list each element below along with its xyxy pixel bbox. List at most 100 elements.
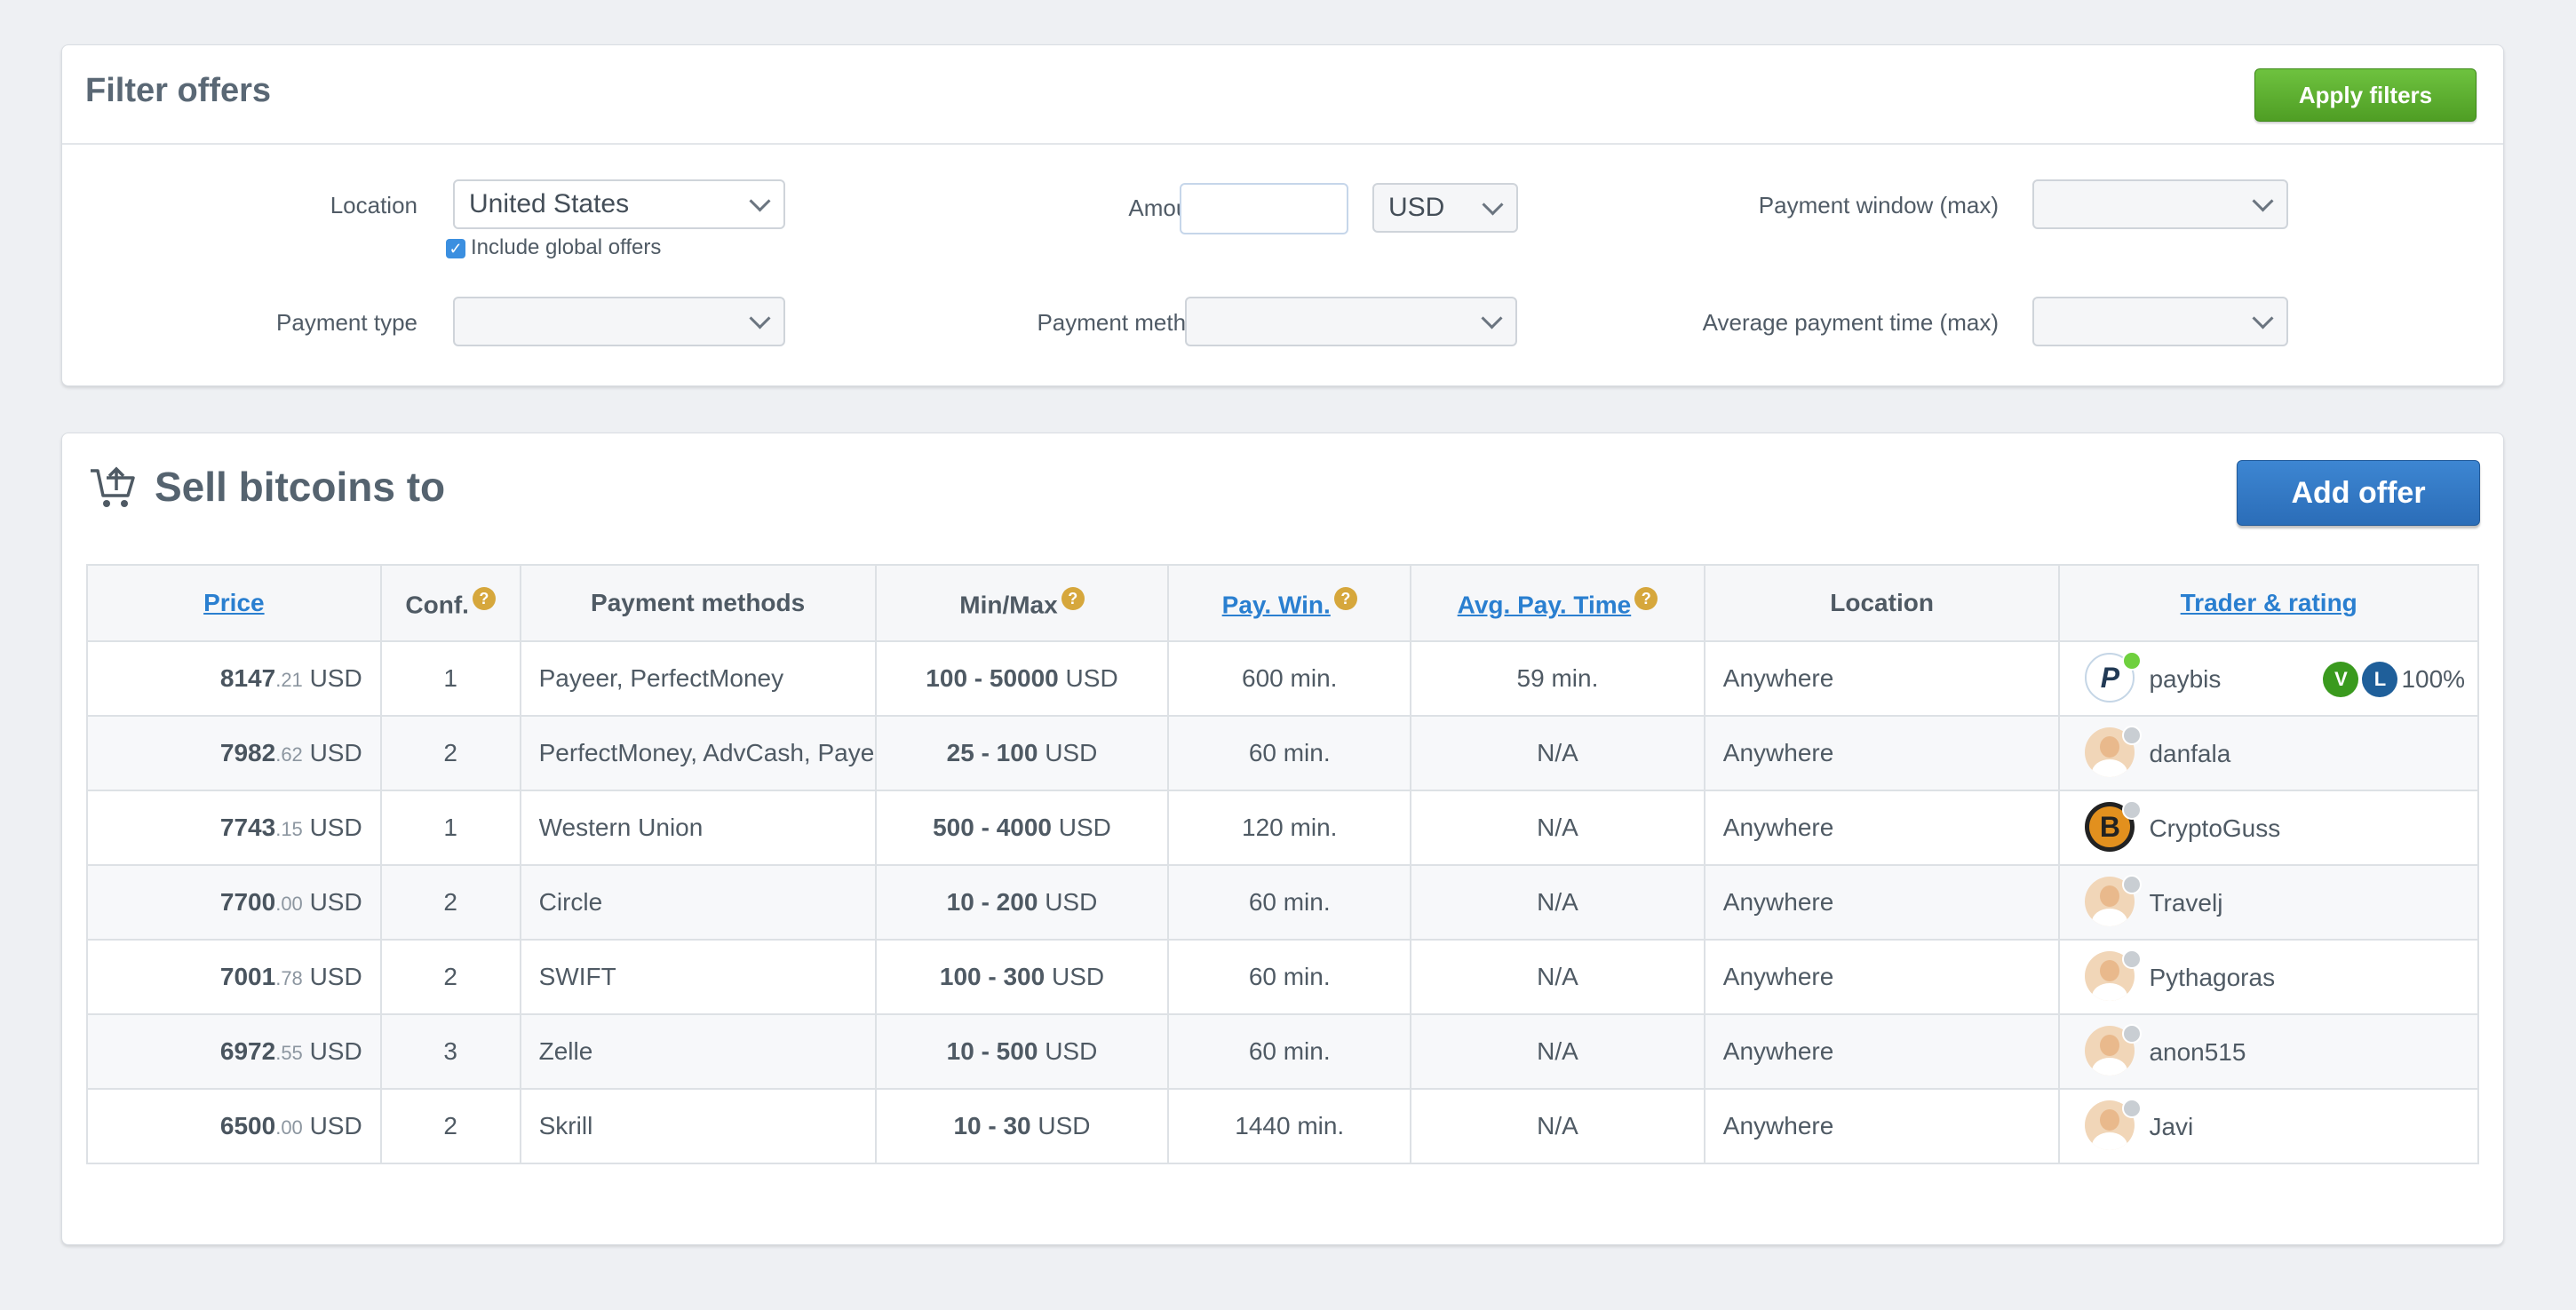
shopping-cart-upload-icon	[89, 465, 137, 514]
avg-pay-time-cell: N/A	[1410, 939, 1705, 1015]
include-global-label: Include global offers	[471, 235, 662, 259]
filter-title: Filter offers	[85, 72, 272, 109]
offline-status-dot	[2122, 1024, 2143, 1044]
price-cell: 6972.55 USD	[86, 1013, 382, 1090]
table-row[interactable]: 6972.55 USD 3 Zelle 10 - 500 USD 60 min.…	[86, 1013, 2479, 1090]
payment-methods-cell: PerfectMoney, AdvCash, Payeer	[519, 715, 877, 791]
payment-type-select[interactable]	[453, 297, 785, 346]
currency-select[interactable]: USD	[1372, 183, 1518, 233]
payment-methods-cell: Skrill	[519, 1088, 877, 1164]
minmax-cell: 10 - 200 USD	[874, 864, 1170, 941]
location-select[interactable]: United States	[453, 179, 785, 229]
payment-methods-cell: Payeer, PerfectMoney	[519, 640, 877, 717]
payment-method-select[interactable]	[1185, 297, 1517, 346]
filter-offers-panel: Filter offers Apply filters Location Uni…	[61, 44, 2504, 386]
payment-method-label: Payment method	[1037, 309, 1212, 336]
chevron-down-icon	[749, 190, 771, 212]
currency-value: USD	[1388, 193, 1445, 222]
trader-rating: 100%	[2401, 665, 2466, 693]
table-row[interactable]: 6500.00 USD 2 Skrill 10 - 30 USD 1440 mi…	[86, 1088, 2479, 1164]
chevron-down-icon	[1482, 194, 1504, 216]
help-icon[interactable]: ?	[1061, 586, 1085, 610]
payment-methods-cell: SWIFT	[519, 939, 877, 1015]
pay-win-cell: 600 min.	[1167, 640, 1412, 717]
payment-window-select[interactable]	[2032, 179, 2288, 229]
avg-pay-time-cell: N/A	[1410, 1013, 1705, 1090]
col-minmax: Min/Max?	[874, 564, 1170, 642]
col-avg-pay-time[interactable]: Avg. Pay. Time?	[1410, 564, 1705, 642]
avg-pay-time-cell: 59 min.	[1410, 640, 1705, 717]
offline-status-dot	[2122, 875, 2143, 894]
trader-cell[interactable]: danfala	[2058, 715, 2479, 791]
minmax-cell: 10 - 500 USD	[874, 1013, 1170, 1090]
amount-input[interactable]	[1180, 183, 1348, 234]
col-payment-methods: Payment methods	[519, 564, 877, 642]
trader-name[interactable]: danfala	[2149, 740, 2231, 767]
filter-header: Filter offers Apply filters	[62, 45, 2503, 145]
trader-name[interactable]: Travelj	[2149, 889, 2223, 917]
avg-pay-time-cell: N/A	[1410, 864, 1705, 941]
help-icon[interactable]: ?	[1333, 586, 1357, 610]
trader-cell[interactable]: Javi	[2058, 1088, 2479, 1164]
trader-name[interactable]: paybis	[2149, 665, 2222, 693]
trader-cell[interactable]: anon515	[2058, 1013, 2479, 1090]
location-cell: Anywhere	[1703, 939, 2061, 1015]
avatar	[2085, 727, 2135, 777]
offline-status-dot	[2122, 1099, 2143, 1118]
avg-payment-time-select[interactable]	[2032, 297, 2288, 346]
avg-pay-time-cell: N/A	[1410, 715, 1705, 791]
location-label: Location	[330, 192, 417, 218]
pay-win-cell: 60 min.	[1167, 864, 1412, 941]
offline-status-dot	[2122, 726, 2143, 745]
trader-cell[interactable]: B CryptoGuss	[2058, 790, 2479, 866]
minmax-cell: 100 - 50000 USD	[874, 640, 1170, 717]
avg-pay-time-cell: N/A	[1410, 790, 1705, 866]
include-global-checkbox[interactable]: ✓	[446, 239, 465, 258]
col-trader[interactable]: Trader & rating	[2058, 564, 2479, 642]
trader-name[interactable]: Pythagoras	[2149, 964, 2276, 991]
col-pay-win[interactable]: Pay. Win.?	[1167, 564, 1412, 642]
table-row[interactable]: 7743.15 USD 1 Western Union 500 - 4000 U…	[86, 790, 2479, 866]
location-cell: Anywhere	[1703, 1088, 2061, 1164]
payment-methods-cell: Zelle	[519, 1013, 877, 1090]
price-cell: 7743.15 USD	[86, 790, 382, 866]
add-offer-button[interactable]: Add offer	[2237, 460, 2480, 526]
conf-cell: 2	[379, 1088, 521, 1164]
apply-filters-button[interactable]: Apply filters	[2254, 68, 2477, 122]
conf-cell: 2	[379, 864, 521, 941]
pay-win-cell: 60 min.	[1167, 1013, 1412, 1090]
trader-name[interactable]: Javi	[2149, 1113, 2194, 1140]
table-row[interactable]: 7001.78 USD 2 SWIFT 100 - 300 USD 60 min…	[86, 939, 2479, 1015]
trader-cell[interactable]: Travelj	[2058, 864, 2479, 941]
chevron-down-icon	[2252, 307, 2274, 329]
location-cell: Anywhere	[1703, 640, 2061, 717]
col-conf: Conf.?	[379, 564, 521, 642]
payment-methods-cell: Circle	[519, 864, 877, 941]
help-icon[interactable]: ?	[472, 586, 496, 610]
price-cell: 7700.00 USD	[86, 864, 382, 941]
trader-name[interactable]: anon515	[2149, 1038, 2246, 1066]
trader-name[interactable]: CryptoGuss	[2149, 814, 2281, 842]
offline-status-dot	[2122, 949, 2143, 969]
chevron-down-icon	[749, 307, 771, 329]
payment-methods-cell: Western Union	[519, 790, 877, 866]
table-row[interactable]: 7700.00 USD 2 Circle 10 - 200 USD 60 min…	[86, 864, 2479, 941]
conf-cell: 1	[379, 640, 521, 717]
help-icon[interactable]: ?	[1634, 586, 1658, 610]
location-cell: Anywhere	[1703, 790, 2061, 866]
conf-cell: 1	[379, 790, 521, 866]
table-row[interactable]: 7982.62 USD 2 PerfectMoney, AdvCash, Pay…	[86, 715, 2479, 791]
sell-bitcoins-panel: Sell bitcoins to Add offer Price Conf.? …	[61, 433, 2504, 1245]
trader-cell[interactable]: Pythagoras	[2058, 939, 2479, 1015]
level-badge: L	[2362, 662, 2398, 697]
price-cell: 7982.62 USD	[86, 715, 382, 791]
pay-win-cell: 60 min.	[1167, 939, 1412, 1015]
sell-title: Sell bitcoins to	[155, 464, 446, 510]
col-location: Location	[1703, 564, 2061, 642]
chevron-down-icon	[1481, 307, 1503, 329]
col-price[interactable]: Price	[86, 564, 382, 642]
amount-label: Amount	[1128, 195, 1208, 221]
avatar	[2085, 877, 2135, 926]
table-row[interactable]: 8147.21 USD 1 Payeer, PerfectMoney 100 -…	[86, 640, 2479, 717]
